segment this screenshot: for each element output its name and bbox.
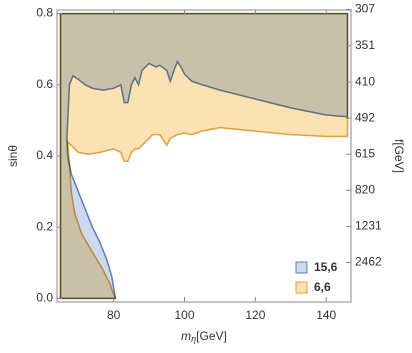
y2-tick-label: 492: [355, 110, 375, 124]
y-tick-label: 0.0: [36, 291, 53, 305]
x-label-sub: η: [191, 334, 196, 344]
y2-tick-label: 410: [355, 74, 375, 88]
legend-label: 6,6: [314, 280, 331, 294]
y2-tick-label: 351: [355, 38, 375, 52]
x-axis-label: mη[GeV]: [181, 329, 227, 344]
y2-tick-label: 2462: [355, 255, 382, 269]
x-tick-label: 140: [316, 308, 336, 322]
x-tick-label: 80: [107, 308, 121, 322]
x-tick-label: 120: [245, 308, 265, 322]
y-tick-label: 0.2: [36, 219, 53, 233]
y-tick-label: 0.4: [36, 148, 53, 162]
y2-tick-label: 615: [355, 146, 375, 160]
y-tick-label: 0.8: [36, 6, 53, 20]
y-tick-label: 0.6: [36, 77, 53, 91]
x-label-main: m: [181, 329, 191, 343]
legend-label: 15,6: [314, 260, 338, 274]
y2-tick-label: 1231: [355, 219, 382, 233]
x-tick-label: 100: [175, 308, 195, 322]
y2-tick-label: 820: [355, 182, 375, 196]
x-label-unit: [GeV]: [196, 329, 227, 343]
region: [59, 12, 349, 300]
y-axis-label: sinθ: [6, 145, 20, 167]
legend-swatch: [295, 261, 308, 274]
y2-axis-label: f[GeV]: [392, 139, 406, 173]
legend-swatch: [295, 281, 308, 294]
y2-tick-label: 307: [355, 2, 375, 16]
